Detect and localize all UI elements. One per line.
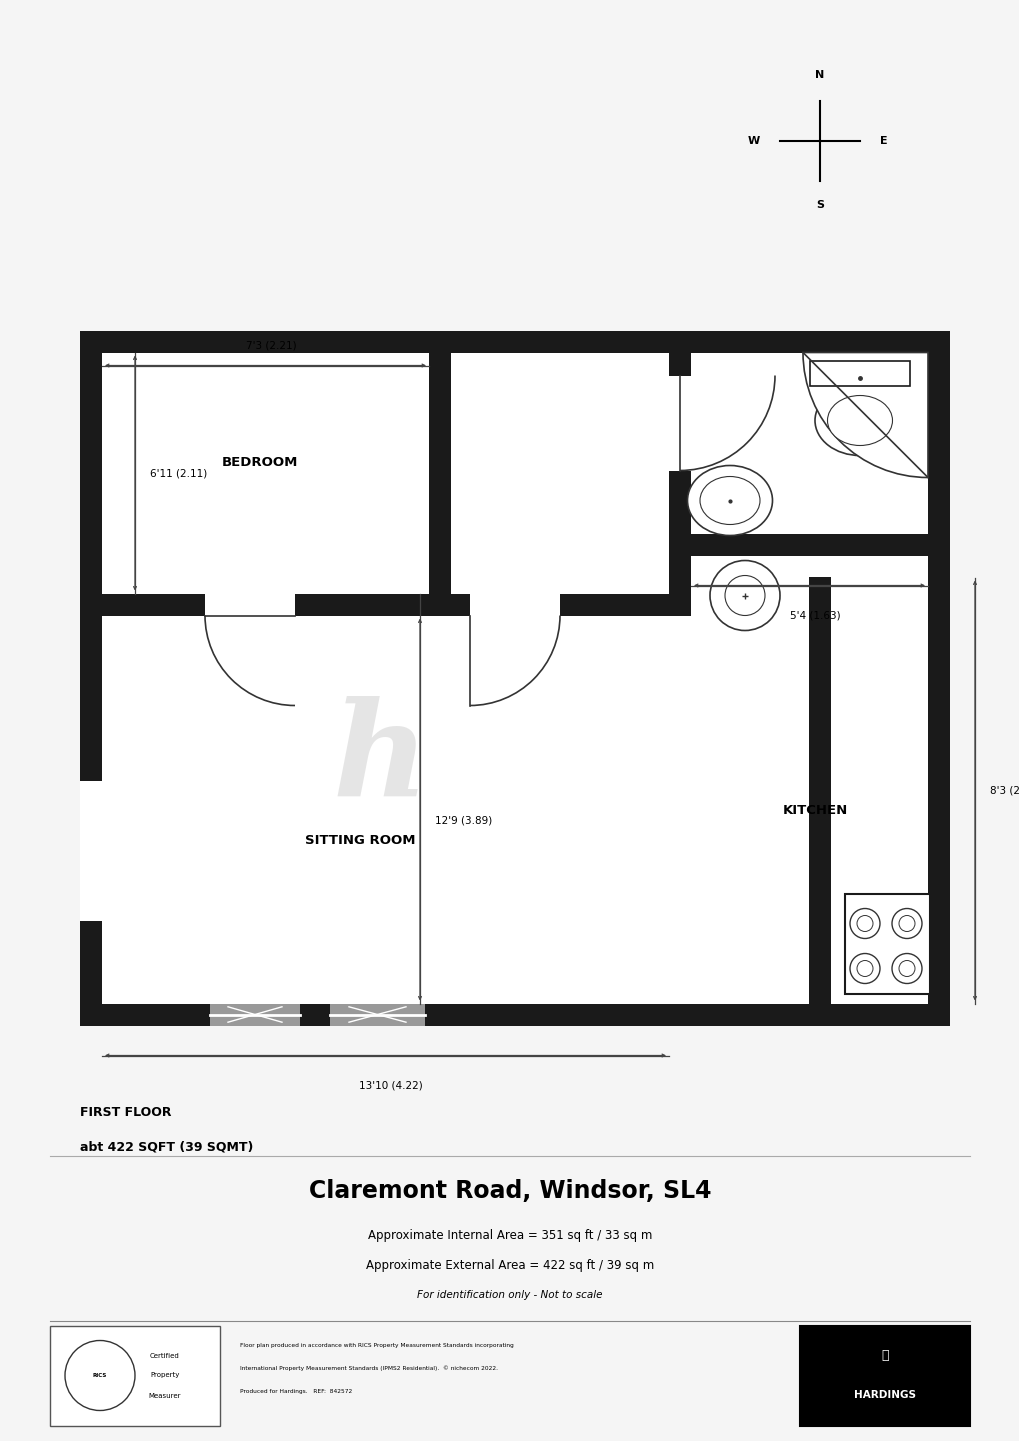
Bar — [799, 1326, 969, 1425]
Text: N: N — [814, 71, 823, 81]
Bar — [79, 330, 102, 1026]
Bar — [79, 330, 949, 353]
Text: FIRST FLOOR: FIRST FLOOR — [79, 1105, 171, 1118]
Text: 8'3 (2.51): 8'3 (2.51) — [989, 785, 1019, 795]
Circle shape — [898, 915, 914, 931]
Bar — [79, 781, 145, 803]
Text: Approximate Internal Area = 351 sq ft / 33 sq m: Approximate Internal Area = 351 sq ft / … — [368, 1229, 651, 1242]
Bar — [809, 360, 909, 386]
Text: 7'3 (2.21): 7'3 (2.21) — [246, 340, 297, 350]
Text: 13'10 (4.22): 13'10 (4.22) — [359, 1081, 423, 1091]
Text: SITTING ROOM: SITTING ROOM — [305, 834, 415, 847]
Bar — [425, 1003, 927, 1026]
Circle shape — [892, 908, 921, 938]
Text: 6'11 (2.11): 6'11 (2.11) — [150, 468, 207, 478]
Bar — [50, 1326, 220, 1425]
Text: RICS: RICS — [93, 1373, 107, 1378]
Bar — [844, 893, 929, 993]
Circle shape — [725, 575, 764, 615]
Text: Produced for Hardings.   REF:  842572: Produced for Hardings. REF: 842572 — [239, 1389, 352, 1393]
Bar — [300, 1003, 330, 1026]
Bar — [123, 781, 145, 921]
Ellipse shape — [687, 465, 771, 536]
Circle shape — [709, 561, 780, 631]
Bar — [330, 1003, 425, 1026]
Bar — [668, 533, 927, 555]
Bar — [79, 330, 949, 1026]
Circle shape — [898, 961, 914, 977]
Bar — [559, 594, 668, 615]
Circle shape — [849, 908, 879, 938]
Bar — [668, 555, 690, 615]
Bar — [450, 594, 470, 615]
Circle shape — [856, 915, 872, 931]
Bar — [210, 1003, 300, 1026]
Text: HARDINGS: HARDINGS — [853, 1391, 915, 1401]
Text: BEDROOM: BEDROOM — [221, 457, 298, 470]
Ellipse shape — [699, 477, 759, 525]
Text: Certified: Certified — [150, 1353, 179, 1359]
Bar — [668, 471, 690, 555]
Text: ⓗ: ⓗ — [880, 1349, 888, 1362]
Ellipse shape — [826, 395, 892, 445]
Bar — [79, 1003, 210, 1026]
Bar — [809, 360, 909, 386]
Circle shape — [892, 954, 921, 984]
Bar — [429, 330, 450, 615]
Text: abt 422 SQFT (39 SQMT): abt 422 SQFT (39 SQMT) — [79, 1140, 253, 1153]
Bar — [294, 594, 429, 615]
Circle shape — [849, 954, 879, 984]
Text: Approximate External Area = 422 sq ft / 39 sq m: Approximate External Area = 422 sq ft / … — [366, 1259, 653, 1272]
Bar — [808, 578, 830, 1003]
Text: International Property Measurement Standards (IPMS2 Residential).  © nichecom 20: International Property Measurement Stand… — [239, 1366, 497, 1372]
Text: 12'9 (3.89): 12'9 (3.89) — [434, 816, 492, 826]
Wedge shape — [802, 353, 927, 477]
Text: S: S — [815, 200, 823, 210]
Bar — [79, 899, 145, 921]
Bar — [102, 594, 205, 615]
Text: h: h — [331, 696, 428, 826]
Text: For identification only - Not to scale: For identification only - Not to scale — [417, 1291, 602, 1300]
Circle shape — [65, 1340, 135, 1411]
Text: Claremont Road, Windsor, SL4: Claremont Road, Windsor, SL4 — [309, 1179, 710, 1202]
Text: Measurer: Measurer — [149, 1392, 181, 1399]
Text: 5'4 (1.63): 5'4 (1.63) — [789, 611, 840, 621]
Text: W: W — [747, 135, 759, 146]
Bar — [927, 330, 949, 1026]
Bar — [79, 781, 145, 921]
Text: E: E — [879, 135, 887, 146]
Text: Floor plan produced in accordance with RICS Property Measurement Standards incor: Floor plan produced in accordance with R… — [239, 1343, 514, 1347]
Bar — [668, 330, 690, 376]
Text: Property: Property — [150, 1372, 179, 1379]
Ellipse shape — [814, 386, 904, 455]
Circle shape — [856, 961, 872, 977]
Text: KITCHEN: KITCHEN — [782, 804, 847, 817]
